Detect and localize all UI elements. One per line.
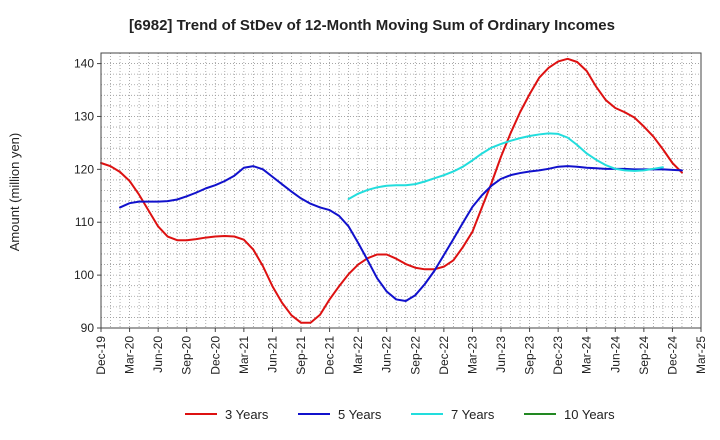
x-tick-label: Sep-24 [637,336,651,375]
y-tick-label: 140 [74,57,94,71]
y-tick-label: 130 [74,109,94,123]
x-tick-label: Dec-24 [665,336,679,375]
legend-label: 10 Years [564,407,615,422]
y-tick-label: 120 [74,162,94,176]
y-ticks: 90 100 110 120 130 140 [74,57,101,335]
y-tick-label: 110 [75,215,94,229]
y-tick-label: 90 [81,321,95,335]
x-tick-label: Jun-21 [265,336,279,373]
x-tick-label: Mar-25 [694,336,708,374]
x-tick-label: Dec-19 [94,336,108,375]
series-line-3-years [100,57,683,324]
x-tick-label: Dec-23 [551,336,565,375]
x-tick-label: Jun-20 [151,336,165,373]
x-tick-label: Dec-20 [208,336,222,375]
series-lines [100,57,683,324]
chart-title: [6982] Trend of StDev of 12-Month Moving… [129,17,615,34]
x-tick-label: Mar-22 [351,336,365,374]
legend: 3 Years 5 Years 7 Years 10 Years [185,407,615,422]
x-tick-label: Mar-24 [580,336,594,374]
legend-label: 7 Years [451,407,495,422]
legend-label: 3 Years [225,407,269,422]
x-tick-label: Jun-23 [494,336,508,373]
y-tick-label: 100 [74,268,94,282]
x-tick-label: Sep-22 [408,336,422,375]
x-tick-label: Sep-23 [523,336,537,375]
x-tick-label: Jun-22 [380,336,394,373]
x-tick-label: Mar-20 [123,336,137,374]
y-axis-label: Amount (million yen) [7,133,22,252]
x-ticks: Dec-19 Mar-20 Jun-20 Sep-20 Dec-20 Mar-21 Jun-… [94,328,708,375]
legend-label: 5 Years [338,407,382,422]
series-line-7-years [347,132,664,200]
series-line-5-years [119,165,683,303]
x-tick-label: Mar-23 [465,336,479,374]
x-tick-label: Dec-21 [323,336,337,375]
x-tick-label: Sep-21 [294,336,308,375]
x-tick-label: Mar-21 [237,336,251,374]
x-tick-label: Dec-22 [437,336,451,375]
plot-frame [100,52,702,329]
x-tick-label: Jun-24 [608,336,622,373]
x-tick-label: Sep-20 [180,336,194,375]
grid [101,52,701,328]
